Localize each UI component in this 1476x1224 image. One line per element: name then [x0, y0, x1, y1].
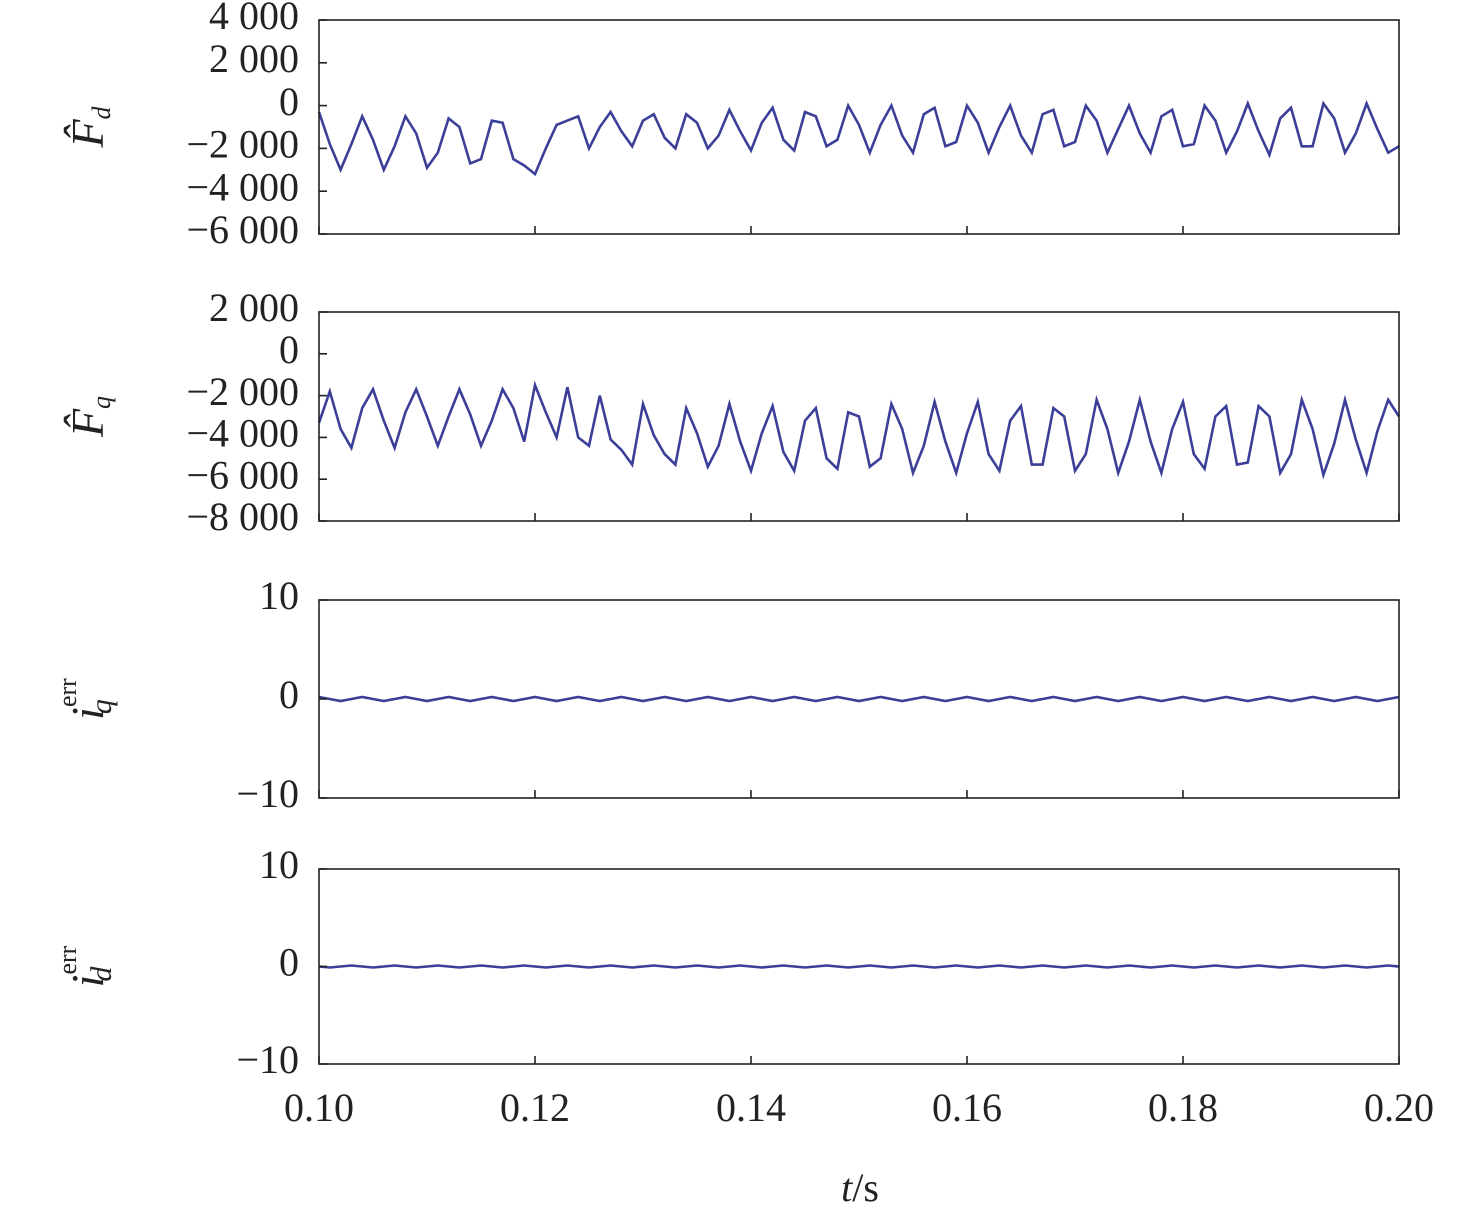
y-tick-label: −8 000 [186, 494, 299, 539]
y-axis-label: F̂q [62, 396, 116, 438]
y-tick-label: −2 000 [186, 369, 299, 414]
x-tick-label: 0.14 [716, 1085, 786, 1130]
y-tick-label: 2 000 [209, 36, 299, 81]
plot-frame [318, 311, 1400, 522]
x-axis-label: t/s [841, 1165, 879, 1210]
x-label-main: t [841, 1165, 853, 1210]
y-tick-label: 0 [279, 672, 299, 717]
y-tick-label: −10 [236, 1037, 299, 1082]
y-axis-label: ierrd [53, 945, 118, 987]
y-tick-label: −10 [236, 771, 299, 816]
y-tick-label: 4 000 [209, 0, 299, 38]
y-axis-label: F̂d [62, 105, 116, 148]
x-tick-label: 0.12 [500, 1085, 570, 1130]
y-tick-label: 10 [259, 842, 299, 887]
data-line [317, 99, 1400, 177]
x-tick-label: 0.20 [1364, 1085, 1434, 1130]
y-tick-label: 2 000 [209, 285, 299, 330]
x-tick-label: 0.10 [284, 1085, 354, 1130]
y-tick-label: −6 000 [186, 452, 299, 497]
data-line [318, 695, 1400, 703]
y-tick-label: 0 [279, 79, 299, 124]
x-tick-label: 0.16 [932, 1085, 1002, 1130]
plot-frame [318, 19, 1400, 235]
y-tick-label: −2 000 [186, 122, 299, 167]
y-label-main: F̂ [62, 119, 113, 149]
y-tick-label: 0 [279, 327, 299, 372]
x-label-rest: /s [852, 1165, 879, 1210]
y-tick-label: 10 [259, 573, 299, 618]
x-tick-label: 0.18 [1148, 1085, 1218, 1130]
y-label-main: i [62, 707, 113, 720]
y-label-sub: q [85, 699, 118, 714]
data-line [317, 380, 1401, 480]
y-tick-label: −4 000 [186, 164, 299, 209]
y-label-main: F̂ [62, 408, 113, 438]
y-label-sub: q [87, 396, 116, 409]
y-label-sub: d [87, 105, 116, 119]
data-line [318, 964, 1400, 969]
y-label-sup: err [53, 678, 82, 707]
y-tick-label: −4 000 [186, 411, 299, 456]
y-tick-label: 0 [279, 940, 299, 985]
y-label-sub: d [85, 966, 118, 982]
y-tick-label: −6 000 [186, 207, 299, 252]
y-label-main: i [62, 975, 113, 988]
y-label-sup: err [53, 945, 82, 974]
y-axis-label: ierrq [53, 678, 118, 720]
